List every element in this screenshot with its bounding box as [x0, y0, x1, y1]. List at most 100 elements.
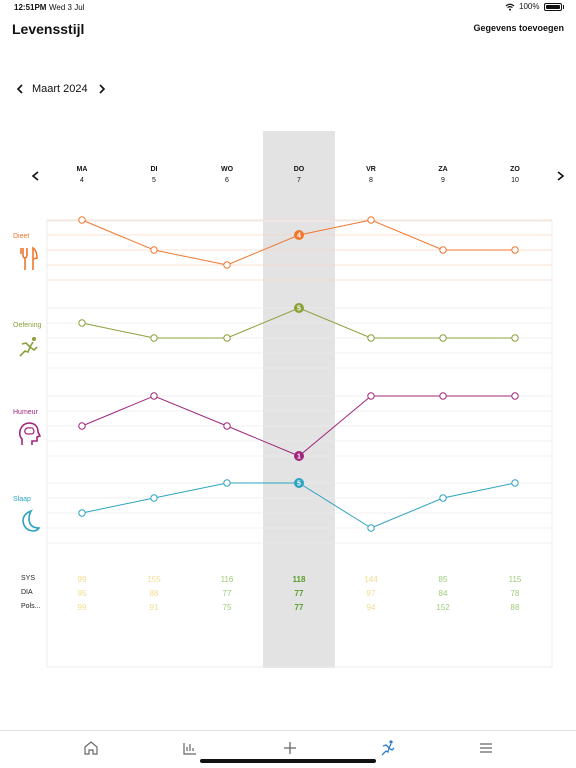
week-next-chevron-icon[interactable] [557, 171, 565, 181]
day-name[interactable]: DI [150, 166, 158, 173]
chart-bars-icon[interactable] [181, 739, 199, 757]
day-number[interactable]: 5 [152, 177, 156, 184]
selected-point-value: 4 [297, 233, 301, 240]
battery-tip [562, 4, 564, 9]
metric-label: Pols... [21, 603, 41, 610]
data-point-humeur[interactable] [439, 392, 447, 400]
day-number[interactable]: 7 [297, 177, 301, 184]
add-data-button[interactable]: Gegevens toevoegen [473, 23, 564, 33]
data-point-slaap[interactable] [367, 524, 375, 532]
data-point-dieet[interactable] [223, 261, 231, 269]
data-point-slaap[interactable] [150, 494, 158, 502]
chart-frame [46, 220, 553, 668]
selected-day-highlight [263, 131, 335, 668]
day-number[interactable]: 6 [225, 177, 229, 184]
data-point-oefening[interactable] [150, 334, 158, 342]
home-indicator [200, 759, 376, 763]
data-point-slaap[interactable] [78, 509, 86, 517]
day-name[interactable]: ZA [438, 166, 448, 173]
battery-icon [543, 2, 562, 11]
month-label: Maart 2024 [32, 83, 88, 95]
data-point-humeur[interactable] [367, 392, 375, 400]
selected-point-humeur[interactable] [294, 451, 304, 461]
selected-point-value: 5 [297, 306, 301, 313]
data-point-slaap[interactable] [439, 494, 447, 502]
metric-label: DIA [21, 589, 33, 596]
metric-value: 144 [364, 575, 378, 584]
metric-value: 75 [222, 603, 232, 612]
selected-point-dieet[interactable] [294, 230, 304, 240]
plus-icon[interactable] [281, 739, 299, 757]
category-label-humeur: Humeur [13, 409, 38, 416]
metric-value: 94 [366, 603, 376, 612]
battery-percent: 100% [519, 2, 540, 11]
day-name[interactable]: MA [76, 166, 88, 173]
metric-value: 99 [77, 603, 87, 612]
data-point-dieet[interactable] [367, 216, 375, 224]
day-number[interactable]: 8 [369, 177, 373, 184]
metric-value: 152 [436, 603, 450, 612]
metric-value: 88 [510, 603, 520, 612]
home-icon[interactable] [82, 739, 100, 757]
metric-value: 95 [77, 589, 87, 598]
day-number[interactable]: 4 [80, 177, 84, 184]
data-point-oefening[interactable] [223, 334, 231, 342]
selected-point-oefening[interactable] [294, 303, 304, 313]
metric-value: 155 [147, 575, 161, 584]
chevron-left-icon[interactable] [14, 82, 26, 96]
running-icon [17, 334, 41, 360]
data-point-dieet[interactable] [78, 216, 86, 224]
metric-value: 77 [294, 589, 304, 598]
day-number[interactable]: 10 [511, 177, 519, 184]
metric-value: 115 [508, 575, 522, 584]
metric-value: 84 [438, 589, 448, 598]
metric-value: 118 [292, 575, 306, 584]
month-navigation: Maart 2024 [14, 82, 108, 96]
data-point-humeur[interactable] [223, 422, 231, 430]
selected-point-value: 5 [297, 481, 301, 488]
wifi-icon [505, 3, 515, 11]
selected-point-slaap[interactable] [294, 478, 304, 488]
category-label-oefening: Oefening [13, 322, 42, 329]
day-name[interactable]: DO [293, 166, 305, 173]
data-point-humeur[interactable] [78, 422, 86, 430]
day-name[interactable]: ZO [510, 166, 520, 173]
menu-icon[interactable] [477, 739, 495, 757]
day-name[interactable]: WO [220, 166, 234, 173]
metric-value: 97 [366, 589, 376, 598]
metric-value: 99 [77, 575, 87, 584]
status-date: Wed 3 Jul [49, 3, 85, 12]
data-point-humeur[interactable] [150, 392, 158, 400]
day-number[interactable]: 9 [441, 177, 445, 184]
data-point-oefening[interactable] [78, 319, 86, 327]
data-point-dieet[interactable] [439, 246, 447, 254]
data-point-oefening[interactable] [511, 334, 519, 342]
page-title: Levensstijl [12, 21, 85, 37]
running-icon[interactable] [379, 739, 397, 757]
week-prev-chevron-icon[interactable] [31, 171, 39, 181]
series-points: 4 5 1 5 [78, 216, 519, 532]
moon-icon [17, 508, 41, 534]
metric-value: 77 [222, 589, 232, 598]
grid-lines [47, 219, 552, 544]
data-point-dieet[interactable] [150, 246, 158, 254]
chevron-right-icon[interactable] [96, 82, 108, 96]
fork-knife-icon [17, 246, 41, 272]
data-point-slaap[interactable] [223, 479, 231, 487]
data-point-oefening[interactable] [367, 334, 375, 342]
metric-value: 91 [149, 603, 159, 612]
status-bar: 12:51PM Wed 3 Jul 100% [0, 0, 576, 14]
data-point-oefening[interactable] [439, 334, 447, 342]
data-point-humeur[interactable] [511, 392, 519, 400]
category-label-dieet: Dieet [13, 233, 30, 240]
selected-point-value: 1 [297, 454, 301, 461]
metric-value: 88 [149, 589, 159, 598]
day-name[interactable]: VR [366, 166, 376, 173]
category-label-slaap: Slaap [13, 496, 31, 503]
data-point-dieet[interactable] [511, 246, 519, 254]
metric-value: 85 [438, 575, 448, 584]
status-right: 100% [505, 2, 564, 11]
metric-value: 116 [220, 575, 234, 584]
data-point-slaap[interactable] [511, 479, 519, 487]
